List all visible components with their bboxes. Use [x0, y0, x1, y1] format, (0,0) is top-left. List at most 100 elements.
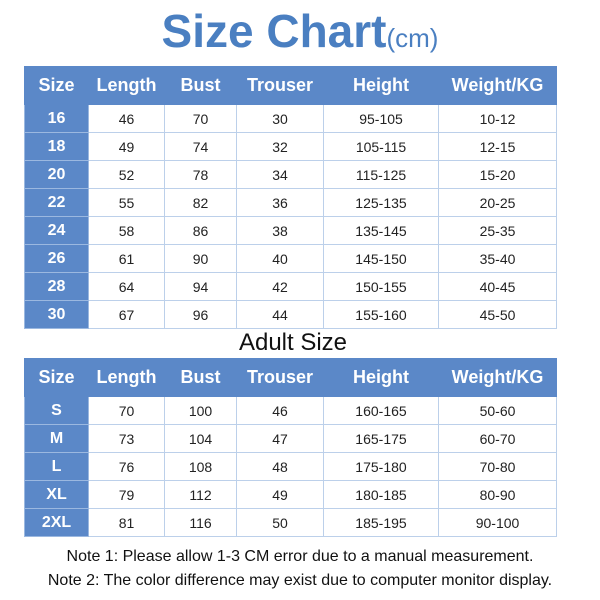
column-header: Bust — [164, 66, 237, 105]
size-cell: 2XL — [24, 508, 89, 537]
cell: 20-25 — [438, 188, 557, 217]
cell: 78 — [164, 160, 237, 189]
cell: 35-40 — [438, 244, 557, 273]
kids-size-table: Size Length Bust Trouser Height Weight/KG 16 46… — [24, 66, 557, 329]
cell: 155-160 — [323, 300, 439, 329]
cell: 49 — [236, 480, 324, 509]
cell: 44 — [236, 300, 324, 329]
row: 18 49 74 32 105-115 12-15 — [24, 132, 557, 161]
note: Note 2: The color difference may exist d… — [47, 572, 553, 589]
cell: 95-105 — [323, 104, 439, 133]
cell: 34 — [236, 160, 324, 189]
cell: 105-115 — [323, 132, 439, 161]
row: 26 61 90 40 145-150 35-40 — [24, 244, 557, 273]
cell: 45-50 — [438, 300, 557, 329]
column-header: Weight/KG — [438, 358, 557, 397]
cell: 40-45 — [438, 272, 557, 301]
cell: 46 — [236, 396, 324, 425]
cell: 108 — [164, 452, 237, 481]
row: 2XL 81 116 50 185-195 90-100 — [24, 508, 557, 537]
header-row: Size Length Bust Trouser Height Weight/KG — [24, 358, 557, 397]
size-cell: 30 — [24, 300, 89, 329]
cell: 70 — [164, 104, 237, 133]
row: S 70 100 46 160-165 50-60 — [24, 396, 557, 425]
cell: 48 — [236, 452, 324, 481]
cell: 25-35 — [438, 216, 557, 245]
size-cell: M — [24, 424, 89, 453]
cell: 55 — [88, 188, 165, 217]
cell: 73 — [88, 424, 165, 453]
cell: 104 — [164, 424, 237, 453]
cell: 76 — [88, 452, 165, 481]
cell: 145-150 — [323, 244, 439, 273]
size-cell: 20 — [24, 160, 89, 189]
column-header: Length — [88, 66, 165, 105]
column-header: Height — [323, 358, 439, 397]
column-header: Length — [88, 358, 165, 397]
cell: 135-145 — [323, 216, 439, 245]
unit: (cm) — [386, 23, 439, 53]
column-header: Trouser — [236, 66, 324, 105]
header-row: Size Length Bust Trouser Height Weight/KG — [24, 66, 557, 105]
cell: 10-12 — [438, 104, 557, 133]
adult-size-table: Size Length Bust Trouser Height Weight/KG S 70 1… — [24, 358, 557, 537]
cell: 175-180 — [323, 452, 439, 481]
cell: 180-185 — [323, 480, 439, 509]
cell: 70 — [88, 396, 165, 425]
cell: 82 — [164, 188, 237, 217]
column-header: Bust — [164, 358, 237, 397]
cell: 94 — [164, 272, 237, 301]
cell: 52 — [88, 160, 165, 189]
size-cell: 28 — [24, 272, 89, 301]
cell: 150-155 — [323, 272, 439, 301]
cell: 36 — [236, 188, 324, 217]
size-cell: S — [24, 396, 89, 425]
cell: 38 — [236, 216, 324, 245]
column-header: Height — [323, 66, 439, 105]
cell: 96 — [164, 300, 237, 329]
column-header: Size — [24, 66, 89, 105]
cell: 49 — [88, 132, 165, 161]
cell: 12-15 — [438, 132, 557, 161]
size-cell: 18 — [24, 132, 89, 161]
cell: 61 — [88, 244, 165, 273]
cell: 50-60 — [438, 396, 557, 425]
row: XL 79 112 49 180-185 80-90 — [24, 480, 557, 509]
size-cell: 26 — [24, 244, 89, 273]
cell: 58 — [88, 216, 165, 245]
column-header: Weight/KG — [438, 66, 557, 105]
note: Note 1: Please allow 1-3 CM error due to… — [66, 548, 534, 565]
size-cell: 22 — [24, 188, 89, 217]
section-title: Adult Size — [238, 329, 348, 356]
cell: 112 — [164, 480, 237, 509]
cell: 81 — [88, 508, 165, 537]
cell: 46 — [88, 104, 165, 133]
cell: 60-70 — [438, 424, 557, 453]
cell: 160-165 — [323, 396, 439, 425]
cell: 90-100 — [438, 508, 557, 537]
row: L 76 108 48 175-180 70-80 — [24, 452, 557, 481]
cell: 100 — [164, 396, 237, 425]
column-header: Size — [24, 358, 89, 397]
row: 24 58 86 38 135-145 25-35 — [24, 216, 557, 245]
cell: 70-80 — [438, 452, 557, 481]
cell: 50 — [236, 508, 324, 537]
title-block: Size Chart(cm) — [0, 4, 600, 65]
cell: 79 — [88, 480, 165, 509]
cell: 64 — [88, 272, 165, 301]
row: 30 67 96 44 155-160 45-50 — [24, 300, 557, 329]
row: 16 46 70 30 95-105 10-12 — [24, 104, 557, 133]
cell: 116 — [164, 508, 237, 537]
cell: 15-20 — [438, 160, 557, 189]
cell: 86 — [164, 216, 237, 245]
size-cell: L — [24, 452, 89, 481]
column-header: Trouser — [236, 358, 324, 397]
size-cell: 24 — [24, 216, 89, 245]
row: M 73 104 47 165-175 60-70 — [24, 424, 557, 453]
size-cell: 16 — [24, 104, 89, 133]
cell: 185-195 — [323, 508, 439, 537]
cell: 90 — [164, 244, 237, 273]
cell: 42 — [236, 272, 324, 301]
cell: 67 — [88, 300, 165, 329]
